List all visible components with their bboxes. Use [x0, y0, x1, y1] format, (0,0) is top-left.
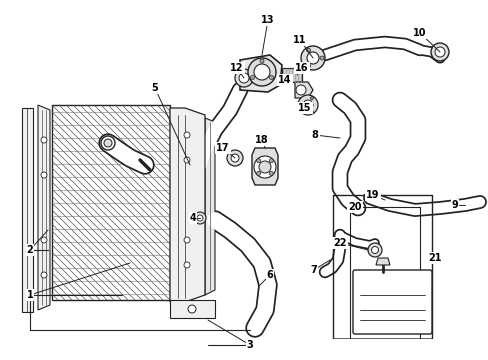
- Circle shape: [367, 243, 381, 257]
- Circle shape: [256, 159, 260, 163]
- Circle shape: [197, 215, 203, 221]
- Text: 15: 15: [298, 103, 311, 113]
- Circle shape: [319, 56, 324, 60]
- Text: 1: 1: [26, 290, 33, 300]
- Polygon shape: [204, 118, 215, 295]
- Text: 14: 14: [278, 75, 291, 85]
- Polygon shape: [22, 108, 33, 312]
- Circle shape: [41, 272, 47, 278]
- Polygon shape: [38, 105, 50, 310]
- Text: 8: 8: [311, 130, 318, 140]
- Circle shape: [235, 69, 252, 87]
- Polygon shape: [375, 258, 389, 265]
- Circle shape: [187, 305, 196, 313]
- Circle shape: [101, 136, 115, 150]
- Text: 21: 21: [427, 253, 441, 263]
- Circle shape: [295, 85, 305, 95]
- Polygon shape: [251, 148, 278, 185]
- Circle shape: [239, 73, 248, 83]
- Text: 11: 11: [293, 35, 306, 45]
- Circle shape: [306, 64, 310, 68]
- Circle shape: [41, 172, 47, 178]
- Circle shape: [104, 139, 112, 147]
- Text: 13: 13: [261, 15, 274, 25]
- Text: 20: 20: [347, 202, 361, 212]
- Circle shape: [371, 247, 378, 253]
- Circle shape: [303, 100, 312, 110]
- Circle shape: [306, 52, 318, 64]
- Text: 17: 17: [216, 143, 229, 153]
- Polygon shape: [52, 105, 170, 300]
- Circle shape: [256, 171, 260, 175]
- Circle shape: [183, 237, 190, 243]
- Circle shape: [226, 150, 243, 166]
- Circle shape: [260, 59, 264, 63]
- Circle shape: [247, 58, 275, 86]
- Circle shape: [259, 161, 270, 173]
- Circle shape: [306, 48, 310, 52]
- Circle shape: [41, 237, 47, 243]
- Circle shape: [253, 64, 269, 80]
- Circle shape: [194, 212, 205, 224]
- Text: 9: 9: [451, 200, 457, 210]
- Polygon shape: [294, 82, 312, 98]
- Circle shape: [183, 132, 190, 138]
- Circle shape: [269, 171, 273, 175]
- Text: 16: 16: [295, 63, 308, 73]
- Circle shape: [434, 47, 444, 57]
- Polygon shape: [170, 300, 215, 318]
- Circle shape: [253, 156, 275, 178]
- Circle shape: [430, 43, 448, 61]
- Text: 2: 2: [26, 245, 33, 255]
- Circle shape: [298, 104, 301, 107]
- Circle shape: [183, 157, 190, 163]
- Circle shape: [250, 76, 254, 80]
- Circle shape: [301, 46, 325, 70]
- Text: 22: 22: [332, 238, 346, 248]
- Circle shape: [183, 262, 190, 268]
- Text: 7: 7: [310, 265, 317, 275]
- Circle shape: [310, 96, 313, 100]
- Polygon shape: [240, 55, 282, 92]
- Text: 6: 6: [266, 270, 273, 280]
- Text: 10: 10: [412, 28, 426, 38]
- Circle shape: [41, 137, 47, 143]
- Circle shape: [269, 159, 273, 163]
- Polygon shape: [282, 68, 302, 82]
- Text: 5: 5: [151, 83, 158, 93]
- Circle shape: [310, 111, 313, 113]
- Circle shape: [269, 76, 273, 80]
- Text: 3: 3: [246, 340, 253, 350]
- Text: 18: 18: [255, 135, 268, 145]
- Text: 19: 19: [366, 190, 379, 200]
- FancyBboxPatch shape: [352, 270, 431, 334]
- Text: 4: 4: [189, 213, 196, 223]
- Polygon shape: [170, 108, 204, 302]
- Circle shape: [297, 95, 317, 115]
- Text: 12: 12: [230, 63, 243, 73]
- Circle shape: [230, 154, 239, 162]
